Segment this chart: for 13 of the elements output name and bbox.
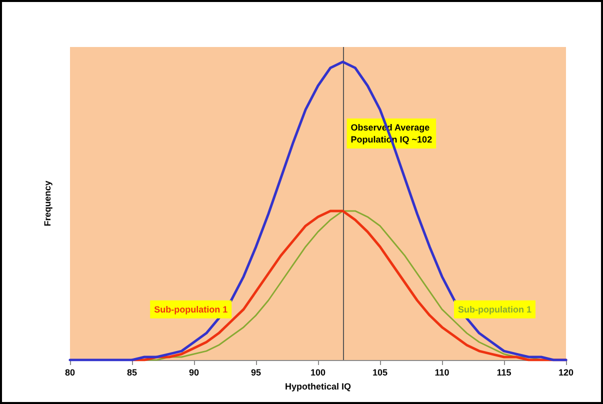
series-label: Sub-population 1 xyxy=(154,304,228,314)
x-tick-label: 120 xyxy=(558,368,574,378)
x-tick-label: 95 xyxy=(250,368,262,378)
x-tick-label: 110 xyxy=(434,368,450,378)
x-tick-label: 115 xyxy=(496,368,512,378)
x-tick-label: 85 xyxy=(126,368,138,378)
series-label: Sub-population 1 xyxy=(458,304,532,314)
x-tick-label: 80 xyxy=(64,368,76,378)
x-tick-label: 105 xyxy=(372,368,388,378)
x-axis-title: Hypothetical IQ xyxy=(284,381,352,392)
y-axis-title: Frequency xyxy=(42,180,52,226)
x-tick-label: 100 xyxy=(310,368,326,378)
x-tick-label: 90 xyxy=(188,368,200,378)
